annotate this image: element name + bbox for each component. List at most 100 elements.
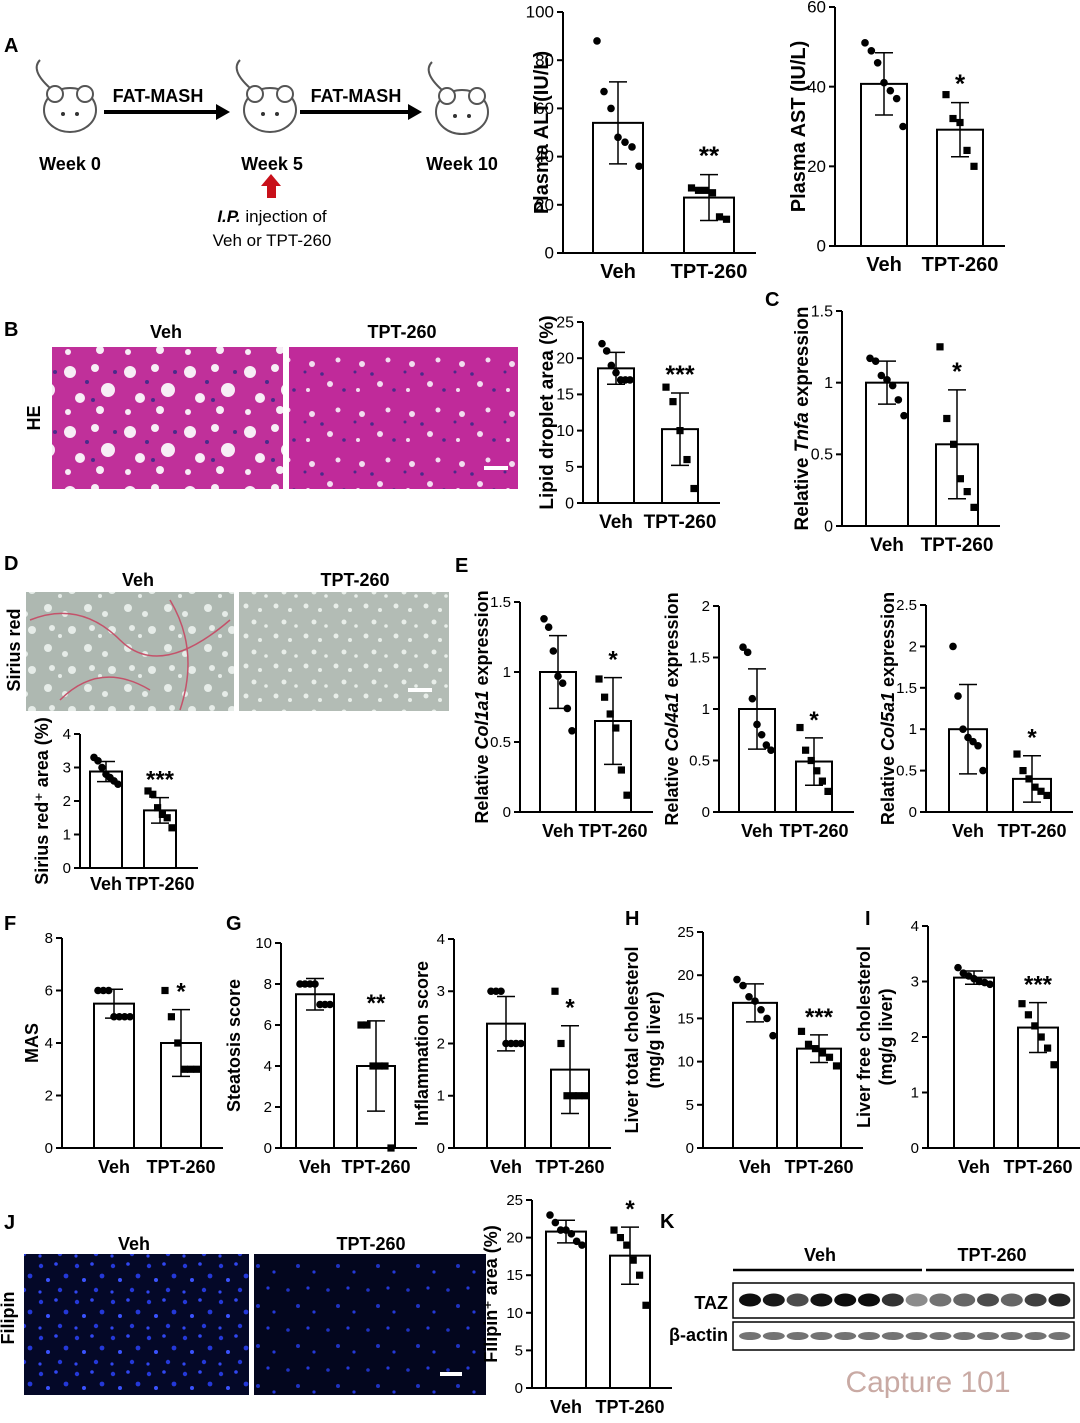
y-tick-label: 1.5 <box>689 649 710 666</box>
significance-marker: * <box>625 1196 635 1223</box>
injection-text-line2: Veh or TPT-260 <box>213 231 332 250</box>
data-point <box>883 376 891 384</box>
y-tick-label: 20 <box>677 967 694 984</box>
beta-actin-label: β-actin <box>669 1325 728 1345</box>
data-point <box>804 1040 813 1048</box>
fi-row-label: Filipin <box>0 1292 18 1345</box>
x-category-label: Veh <box>599 512 633 533</box>
data-point <box>979 766 987 775</box>
y-tick-label: 60 <box>807 0 826 17</box>
significance-marker: * <box>955 69 966 99</box>
y-tick-label: 1.5 <box>490 594 511 611</box>
data-point <box>381 1062 389 1070</box>
y-tick-label: 25 <box>677 924 694 941</box>
y-tick-label: 2 <box>437 1035 445 1052</box>
data-point <box>715 213 724 221</box>
taz-band <box>953 1293 976 1307</box>
y-tick-label: 8 <box>264 976 272 993</box>
data-point <box>612 724 620 732</box>
y-tick-label: 0 <box>545 244 554 263</box>
y-tick-label: 0 <box>264 1140 272 1157</box>
data-point <box>743 648 752 657</box>
significance-marker: *** <box>1024 972 1053 999</box>
actin-band <box>1024 1332 1047 1340</box>
fibrosis-strands <box>29 599 231 711</box>
data-point <box>357 1021 365 1029</box>
data-point <box>886 86 895 95</box>
y-axis-label: Sirius red⁺ area (%) <box>32 717 52 885</box>
taz-band <box>834 1293 857 1307</box>
data-point <box>174 1039 182 1047</box>
actin-band <box>977 1332 999 1340</box>
he-veh-label: Veh <box>150 322 182 342</box>
x-category-label: Veh <box>90 874 122 894</box>
x-category-label: TPT-260 <box>921 535 994 556</box>
significance-marker: * <box>809 707 819 734</box>
y-tick-label: 2 <box>264 1099 272 1116</box>
y-tick-label: 60 <box>535 99 554 118</box>
significance-marker: * <box>608 647 618 674</box>
data-point <box>642 1301 650 1309</box>
y-tick-label: 1 <box>909 721 917 738</box>
data-point <box>363 1021 371 1029</box>
data-point <box>959 725 967 733</box>
y-tick-label: 0 <box>909 804 917 821</box>
data-point <box>94 986 102 995</box>
taz-label: TAZ <box>694 1293 728 1313</box>
data-point <box>687 184 696 192</box>
x-category-label: TPT-260 <box>125 874 194 894</box>
data-point <box>757 730 766 739</box>
y-tick-label: 0.5 <box>490 734 511 751</box>
data-point <box>540 615 548 623</box>
data-point <box>606 710 614 718</box>
data-point <box>558 679 567 687</box>
data-point <box>888 381 897 390</box>
y-tick-label: 80 <box>535 51 554 70</box>
he-tpt-label: TPT-260 <box>367 322 436 342</box>
y-tick-label: 1 <box>911 1084 919 1101</box>
data-point <box>880 78 888 87</box>
data-point <box>690 484 698 493</box>
actin-band <box>810 1332 833 1340</box>
chart-inflammation: 0 1 2 3 4 Inflammation score Veh TPT-260 * <box>412 931 611 1177</box>
actin-band <box>905 1332 928 1340</box>
bar-veh <box>953 976 995 1149</box>
panel-j-images: J Veh TPT-260 Filipin <box>0 1212 486 1395</box>
data-point <box>767 746 775 754</box>
y-tick-label: 4 <box>911 918 919 935</box>
data-point <box>1044 1044 1052 1052</box>
data-point <box>610 1226 618 1234</box>
panel-letter-h: H <box>625 908 639 930</box>
data-point <box>964 733 972 742</box>
data-point <box>544 623 553 631</box>
data-point <box>943 414 951 423</box>
y-tick-label: 5 <box>686 1097 694 1114</box>
y-tick-label: 0 <box>63 860 71 877</box>
data-point <box>963 488 971 496</box>
data-point <box>769 1031 777 1040</box>
data-point <box>311 980 319 988</box>
taz-band <box>881 1293 904 1307</box>
data-point <box>387 1144 395 1152</box>
panel-a-schematic: A FAT-MASH FAT-MASH Week 0 <box>4 35 498 250</box>
panel-letter-g: G <box>226 913 242 935</box>
x-category-label: TPT-260 <box>784 1157 853 1177</box>
y-tick-label: 1 <box>824 375 833 392</box>
taz-band <box>810 1293 833 1307</box>
y-axis-label: Inflammation score <box>412 961 432 1126</box>
panel-letter-i: I <box>865 908 871 930</box>
significance-marker: *** <box>146 767 175 794</box>
injection-arrow-shaft <box>267 182 276 198</box>
data-point <box>549 647 558 655</box>
y-tick-label: 10 <box>556 423 574 440</box>
x-category-label: TPT-260 <box>644 512 717 533</box>
y-tick-label: 20 <box>807 157 826 176</box>
data-point <box>623 791 631 799</box>
y-tick-label: 0 <box>911 1140 919 1157</box>
taz-band <box>762 1293 785 1307</box>
data-point <box>762 741 771 749</box>
data-point <box>669 398 677 406</box>
bar-veh <box>597 367 635 504</box>
